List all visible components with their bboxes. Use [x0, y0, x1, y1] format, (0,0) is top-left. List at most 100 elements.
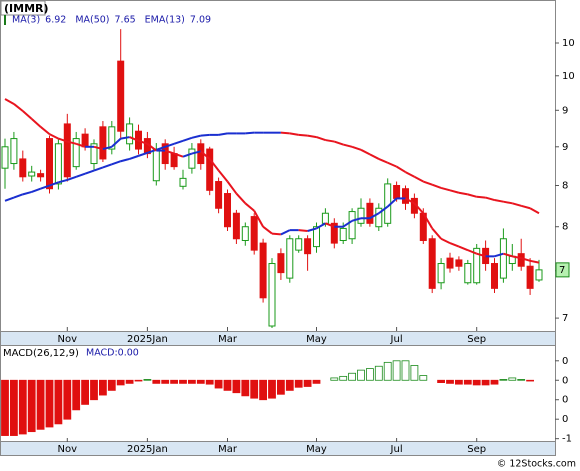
candle-body [117, 60, 125, 132]
ma-line-segment [22, 190, 32, 196]
candle-body [72, 138, 80, 168]
macd-bar [18, 379, 27, 435]
ma-line-segment [191, 150, 202, 155]
ma-line-segment [396, 165, 407, 173]
macd-bar [27, 379, 36, 433]
ma-line-segment [155, 145, 166, 151]
ma-line-segment [120, 136, 130, 140]
x-tick-label: 2025Jan [127, 334, 168, 345]
x-tick-label: Jul [390, 334, 403, 345]
candle-body [99, 126, 107, 160]
ma-line-segment [31, 118, 42, 128]
macd-bar [125, 379, 134, 384]
candle-body [402, 188, 409, 204]
candle-body [215, 181, 223, 209]
y-tick-label: 8 [562, 181, 568, 192]
ma-line-segment [512, 202, 522, 207]
macd-bar [303, 379, 312, 387]
candle-body [152, 148, 160, 182]
candle-body [81, 133, 89, 148]
ma-line-segment [325, 139, 335, 143]
ma-line-segment [378, 205, 389, 215]
macd-bar [36, 379, 45, 430]
candle-body [517, 253, 525, 267]
ma-line-segment [262, 225, 273, 235]
candle-body [170, 153, 178, 168]
candle-body [259, 242, 267, 299]
legend-name: EMA(13) [145, 15, 185, 26]
ma-line-segment [75, 142, 86, 148]
candle-body [179, 177, 187, 187]
macd-bar [152, 379, 161, 384]
candle-body [161, 143, 169, 165]
macd-bar [63, 379, 72, 420]
ma-line-segment [49, 133, 59, 140]
candle-body [224, 193, 231, 228]
ma-line-segment [66, 175, 77, 181]
y-tick-label: -1 [562, 434, 572, 445]
ma-line-segment [405, 171, 415, 178]
ma-line-segment [138, 151, 148, 157]
macd-bar [45, 379, 54, 428]
ma-line-segment [93, 166, 104, 172]
candle-body [232, 212, 240, 240]
y-tick-label: 9 [562, 105, 568, 116]
macd-current: MACD:0.00 [86, 348, 139, 359]
ma-line-segment [422, 212, 434, 229]
ma-line-segment [245, 131, 255, 135]
y-tick-label: 10 [562, 38, 575, 49]
candle-body [304, 238, 312, 255]
ma-line-segment [13, 103, 24, 112]
ma-line-segment [440, 237, 451, 245]
macd-bar [463, 379, 472, 385]
title-box [0, 0, 46, 16]
ma-line-segment [351, 217, 362, 222]
ma-line-segment [316, 222, 326, 230]
ma-line-segment [271, 232, 281, 236]
y-tick-label: 8 [562, 222, 568, 233]
ma-line-segment [67, 140, 77, 145]
last-price-box [555, 262, 570, 278]
ma-line-segment [40, 184, 50, 190]
macd-bar [348, 372, 357, 381]
macd-bar [374, 365, 383, 381]
candle-body [54, 143, 62, 185]
y-tick-label: 0 [562, 356, 568, 367]
candle-body [464, 263, 472, 284]
ma-line-segment [360, 148, 371, 156]
legend-value: 6.92 [45, 15, 66, 26]
y-tick-label: 10 [562, 71, 575, 82]
macd-bar [1, 379, 9, 436]
ma-line-segment [431, 227, 442, 240]
legend-value: 7.09 [190, 15, 211, 26]
macd-bar [170, 379, 179, 384]
ma-line-segment [449, 189, 460, 194]
macd-bar [312, 379, 321, 384]
ma-line-segment [440, 186, 451, 192]
ma-line-segment [503, 200, 513, 205]
candle-body [473, 247, 481, 284]
candle-body [63, 123, 71, 178]
ma-line-segment [129, 136, 139, 142]
ma-line-segment [39, 126, 51, 135]
macd-bar [490, 379, 499, 385]
ma-line-segment [333, 140, 344, 146]
ma-line-segment [467, 193, 477, 198]
macd-bar [508, 377, 517, 381]
ma-line-segment [84, 169, 95, 175]
ma-line-segment [200, 133, 210, 137]
ma-line-segment [529, 207, 540, 215]
candle-body [90, 143, 98, 165]
y-tick-label: 0 [562, 375, 568, 386]
candle-body [330, 222, 338, 244]
macd-bar [205, 379, 214, 385]
candle-body [286, 238, 294, 279]
ma-line-segment [93, 145, 104, 151]
legend-name: MA(3) [12, 15, 40, 26]
ma-line-segment [342, 219, 353, 228]
x-tick-label: May [306, 334, 327, 345]
macd-bar [339, 375, 348, 381]
ma-line-segment [289, 132, 299, 136]
ma-line-segment [173, 139, 184, 145]
y-tick-label: 9 [562, 142, 568, 153]
